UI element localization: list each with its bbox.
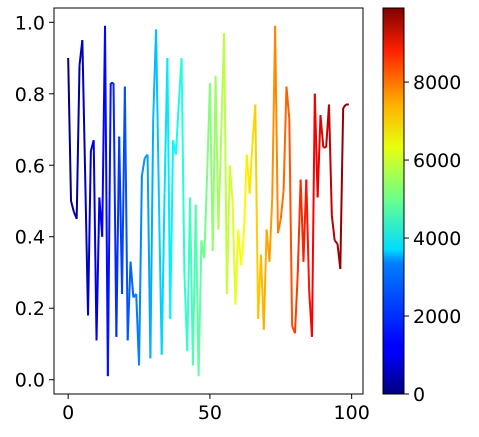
line-segment [149, 118, 155, 359]
line-segment [240, 233, 245, 266]
line-segment [217, 133, 223, 230]
line-segment [129, 261, 135, 298]
line-segment [203, 175, 209, 259]
x-tick-label: 100 [334, 402, 370, 424]
line-segment [106, 83, 112, 377]
line-segment [288, 118, 294, 327]
line-segment [234, 229, 240, 305]
line-segment [126, 261, 132, 341]
line-segment [112, 83, 118, 337]
y-tick-label: 0.4 [15, 227, 45, 249]
line-segment [279, 190, 285, 219]
line-segment [214, 75, 220, 230]
line-segment [305, 179, 311, 291]
line-segment [115, 136, 121, 337]
colorbar-gradient [383, 8, 404, 394]
colorbar: 0 2000 4000 6000 8000 [382, 7, 461, 406]
line-segment [342, 103, 347, 109]
y-tick-label: 0.2 [15, 298, 45, 320]
colorbar-frame [382, 7, 405, 395]
line-segment [123, 86, 129, 341]
line-segment [75, 65, 81, 219]
line-segment [194, 204, 200, 377]
line-segment [293, 272, 299, 334]
y-tick-label: 0.6 [15, 155, 45, 177]
colorbar-tick-label: 8000 [413, 72, 461, 94]
line-segment [174, 104, 180, 155]
y-tick-label: 0.0 [15, 370, 45, 392]
line-segment [296, 179, 302, 273]
line-segment [225, 165, 231, 294]
colorbar-tick-label: 2000 [413, 306, 461, 328]
line-segment [81, 40, 87, 177]
line-segment [274, 25, 279, 234]
line-segment [95, 197, 101, 341]
line-segment [313, 93, 319, 198]
line-segment [231, 200, 237, 305]
line-segment [223, 33, 228, 294]
line-segment [155, 29, 160, 198]
line-segment [268, 197, 274, 262]
line-segment [319, 115, 325, 148]
line-segment [160, 193, 166, 355]
line-segment [104, 25, 109, 377]
line-segment [327, 104, 333, 216]
y-axis: 0.0 0.2 0.4 0.6 0.8 1.0 [15, 12, 54, 392]
line-segment [330, 215, 336, 241]
x-axis: 0 50 100 [62, 394, 370, 424]
line-segment [138, 175, 143, 366]
line-segment [254, 104, 260, 319]
line-segment [70, 200, 75, 212]
line-segment [276, 218, 282, 234]
line-segment [211, 75, 217, 252]
line-segment [87, 150, 92, 316]
line-segment [180, 58, 186, 273]
line-segment [310, 93, 316, 337]
line-segment [92, 140, 98, 341]
x-tick-label: 0 [62, 402, 74, 424]
line-segment [282, 86, 288, 191]
line-segment [242, 154, 248, 234]
x-tick-label: 50 [198, 402, 222, 424]
line-segment [316, 115, 322, 198]
plot-frame [53, 7, 364, 395]
colorbar-tick-label: 4000 [413, 228, 461, 250]
colorbar-tick-label: 6000 [413, 150, 461, 172]
line-segment [262, 229, 268, 330]
line-segment [166, 58, 172, 319]
line-segment [67, 58, 73, 202]
y-tick-label: 1.0 [15, 12, 45, 34]
line-segment [285, 86, 291, 119]
line-segment [169, 140, 175, 319]
line-segment [248, 143, 254, 194]
line-segment [228, 165, 234, 202]
line-segment [140, 157, 146, 177]
data-line [67, 25, 349, 377]
line-segment [197, 240, 203, 377]
colorbar-tick-label: 0 [413, 384, 425, 406]
line-segment [333, 239, 339, 245]
y-tick-label: 0.8 [15, 84, 45, 106]
line-segment [339, 108, 345, 269]
